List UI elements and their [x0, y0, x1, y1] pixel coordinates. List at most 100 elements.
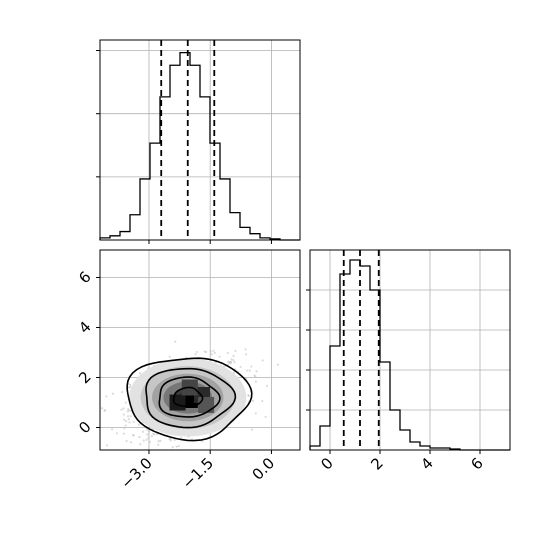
scatter-point	[150, 435, 153, 438]
scatter-point	[261, 359, 264, 362]
scatter-point	[244, 348, 247, 351]
scatter-point	[141, 430, 145, 433]
x-tick-label: 0	[317, 454, 336, 473]
scatter-point	[122, 413, 125, 416]
scatter-point	[139, 443, 142, 446]
scatter-point	[194, 353, 197, 356]
scatter-point	[152, 432, 155, 435]
scatter-point	[251, 399, 255, 402]
scatter-point	[230, 358, 233, 361]
x-tick-label: 2	[367, 454, 386, 473]
scatter-point	[127, 408, 130, 411]
scatter-point	[125, 439, 128, 443]
scatter-point	[115, 432, 119, 435]
scatter-point	[122, 407, 125, 410]
scatter-point	[226, 352, 229, 355]
scatter-point	[248, 369, 251, 372]
y-tick-label: 0	[75, 418, 94, 437]
scatter-point	[155, 433, 159, 436]
scatter-point	[250, 365, 253, 368]
scatter-point	[120, 408, 123, 411]
scatter-point	[122, 432, 125, 435]
scatter-point	[126, 415, 130, 418]
histogram-1-steps	[99, 51, 300, 241]
scatter-point	[239, 365, 242, 368]
scatter-point	[233, 371, 236, 374]
scatter-point	[212, 349, 215, 352]
scatter-point	[276, 363, 280, 366]
scatter-point	[145, 428, 149, 431]
density-cell-4	[198, 397, 215, 413]
scatter-point	[234, 349, 237, 352]
scatter-point	[157, 443, 160, 446]
histogram-2-steps	[309, 259, 510, 451]
scatter-point	[146, 433, 149, 436]
scatter-point	[147, 430, 151, 433]
scatter-point	[124, 401, 127, 404]
scatter-point	[254, 412, 257, 415]
panel-frame-bottom-right	[309, 249, 511, 451]
scatter-point	[265, 384, 269, 388]
scatter-point	[247, 394, 250, 398]
scatter-point	[129, 441, 133, 444]
scatter-point	[137, 423, 141, 426]
scatter-point	[127, 418, 131, 421]
panel-frame-bottom-left	[99, 249, 301, 451]
scatter-point	[227, 360, 230, 363]
scatter-point	[145, 438, 148, 441]
scatter-point	[250, 428, 254, 431]
scatter-point	[123, 427, 126, 430]
scatter-point	[245, 353, 248, 356]
y-tick-label: 6	[75, 268, 94, 287]
scatter-point	[229, 362, 232, 365]
scatter-point	[125, 419, 128, 423]
scatter-point	[123, 418, 126, 421]
scatter-point	[129, 385, 132, 389]
scatter-point	[121, 390, 124, 394]
panel-frame-top-left	[99, 39, 301, 241]
scatter-point	[218, 355, 221, 358]
scatter-point	[126, 410, 129, 413]
scatter-point	[159, 439, 162, 442]
scatter-point	[142, 439, 145, 442]
scatter-point	[124, 424, 127, 427]
contour-2σ	[126, 357, 253, 442]
scatter-point	[169, 439, 172, 442]
contour-1.5σ	[145, 367, 237, 429]
scatter-point	[105, 395, 108, 398]
scatter-point	[132, 433, 135, 437]
scatter-point	[174, 340, 177, 343]
scatter-point	[129, 383, 132, 386]
scatter-point	[246, 369, 249, 372]
scatter-point	[103, 409, 106, 412]
scatter-point	[168, 355, 171, 358]
contour-0.5σ	[172, 386, 204, 408]
scatter-point	[138, 372, 142, 375]
scatter-point	[177, 444, 181, 448]
scatter-point	[100, 407, 104, 410]
scatter-point	[232, 354, 235, 358]
scatter-point	[175, 445, 178, 448]
x-tick-label: 0.0	[249, 454, 279, 484]
scatter-point	[105, 444, 109, 447]
scatter-point	[255, 370, 258, 373]
scatter-point	[204, 350, 208, 354]
scatter-point	[213, 351, 216, 354]
scatter-point	[111, 428, 114, 431]
x-tick-label: −3.0	[117, 454, 155, 492]
scatter-point	[111, 392, 115, 395]
scatter-point	[254, 380, 258, 383]
scatter-point	[128, 421, 131, 424]
scatter-point	[210, 353, 213, 356]
scatter-point	[232, 359, 235, 362]
y-tick-label: 2	[75, 368, 94, 387]
scatter-point	[233, 361, 236, 364]
scatter-point	[179, 436, 183, 440]
contour-1σ	[158, 376, 221, 418]
x-tick-label: −1.5	[179, 454, 217, 492]
scatter-point	[157, 440, 160, 443]
scatter-point	[147, 436, 150, 440]
y-tick-label: 4	[75, 318, 94, 337]
density-cell-1	[169, 394, 186, 411]
